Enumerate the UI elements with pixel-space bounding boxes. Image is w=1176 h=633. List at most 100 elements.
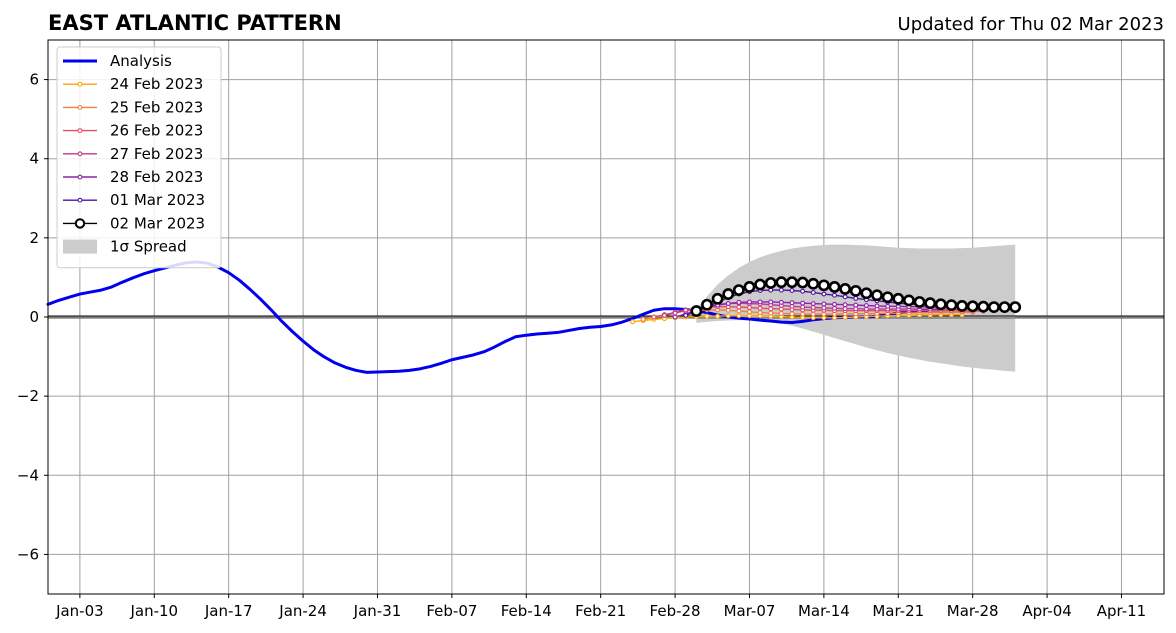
forecast-point [842, 294, 848, 300]
forecast-point [892, 292, 905, 305]
chart-title: EAST ATLANTIC PATTERN [48, 11, 342, 35]
forecast-point [863, 303, 869, 308]
forecast-point [810, 301, 816, 306]
x-tick-label: Feb-21 [575, 602, 626, 620]
x-tick-label: Mar-07 [724, 602, 776, 620]
forecast-point [821, 311, 827, 317]
y-tick-label: 2 [29, 229, 39, 247]
forecast-point [768, 306, 774, 312]
forecast-point [1009, 301, 1022, 314]
legend-entry: 02 Mar 2023 [63, 214, 205, 232]
forecast-point [757, 305, 763, 311]
y-tick-label: 6 [29, 71, 39, 89]
legend-label: Analysis [110, 52, 172, 70]
forecast-point [810, 305, 816, 310]
legend-marker [77, 128, 83, 134]
forecast-point [662, 312, 667, 318]
forecast-point [913, 296, 926, 308]
legend-entry: 26 Feb 2023 [63, 122, 203, 140]
forecast-point [821, 291, 827, 297]
forecast-point [881, 291, 894, 304]
y-axis-ticks: −6 −4 −2 0 2 4 6 [17, 71, 48, 563]
legend-marker [77, 151, 83, 157]
x-tick-label: Jan-03 [55, 602, 104, 620]
legend-entry: 25 Feb 2023 [63, 98, 203, 116]
x-tick-label: Jan-24 [278, 602, 327, 620]
legend-swatch [63, 239, 97, 254]
forecast-point [778, 299, 784, 305]
forecast-point [821, 305, 827, 311]
legend-frame [56, 46, 222, 269]
legend-label: 26 Feb 2023 [110, 122, 203, 140]
forecast-point [871, 289, 883, 302]
forecast-point [800, 288, 806, 294]
forecast-point [832, 305, 837, 311]
legend-entry: 27 Feb 2023 [63, 145, 203, 163]
forecast-point [725, 313, 731, 319]
forecast-point [945, 299, 958, 312]
forecast-point [775, 276, 788, 289]
forecast-point [778, 310, 784, 316]
forecast-point [672, 310, 678, 316]
forecast-point [725, 301, 731, 306]
forecast-point [853, 302, 859, 308]
forecast-point [715, 313, 721, 319]
forecast-point [817, 279, 830, 292]
forecast-point [789, 288, 795, 293]
x-tick-label: Jan-31 [353, 602, 402, 620]
y-tick-label: 4 [29, 150, 39, 168]
legend-label: 1σ Spread [110, 238, 187, 256]
forecast-point [800, 304, 806, 310]
forecast-point [842, 306, 848, 312]
legend-entry: 24 Feb 2023 [63, 75, 203, 93]
legend-marker [77, 197, 83, 203]
forecast-point [747, 309, 752, 315]
forecast-point [747, 305, 752, 310]
legend-entry: Analysis [63, 52, 172, 70]
chart-subtitle: Updated for Thu 02 Mar 2023 [898, 14, 1164, 35]
forecast-point [764, 277, 777, 289]
forecast-point [722, 288, 735, 300]
legend-entry: 1σ Spread [63, 238, 187, 256]
forecast-point [789, 311, 795, 317]
forecast-point [828, 281, 841, 293]
y-tick-label: −4 [17, 466, 39, 484]
forecast-point [807, 277, 820, 290]
forecast-point [630, 319, 636, 325]
forecast-point [800, 311, 806, 317]
forecast-point [977, 300, 990, 313]
forecast-point [998, 301, 1011, 314]
legend-marker [74, 218, 86, 229]
forecast-point [810, 311, 816, 317]
forecast-point [651, 314, 657, 320]
legend-label: 28 Feb 2023 [110, 168, 203, 186]
legend-marker [77, 104, 83, 110]
forecast-point [736, 308, 742, 314]
legend: Analysis 24 Feb 2023 25 Feb 2023 26 Feb 202… [56, 46, 222, 269]
x-tick-label: Apr-04 [1022, 602, 1072, 620]
forecast-point [832, 301, 837, 307]
forecast-point [810, 290, 816, 295]
forecast-point [754, 278, 767, 291]
y-tick-label: 0 [29, 308, 39, 326]
forecast-point [711, 292, 724, 305]
x-tick-label: Feb-28 [650, 602, 701, 620]
forecast-point [778, 287, 784, 293]
legend-marker [77, 174, 83, 180]
forecast-point [640, 316, 646, 322]
forecast-point [786, 276, 798, 289]
x-tick-label: Jan-17 [204, 602, 253, 620]
forecast-point [757, 299, 763, 305]
forecast-point [800, 300, 806, 306]
forecast-point [672, 314, 678, 320]
forecast-point [839, 283, 852, 295]
legend-label: 25 Feb 2023 [110, 98, 203, 116]
forecast-point [743, 281, 756, 293]
forecast-point [768, 299, 774, 305]
forecast-point [956, 300, 968, 312]
forecast-point [747, 313, 752, 319]
forecast-point [701, 298, 713, 311]
x-tick-label: Mar-14 [798, 602, 850, 620]
forecast-point [924, 297, 937, 310]
